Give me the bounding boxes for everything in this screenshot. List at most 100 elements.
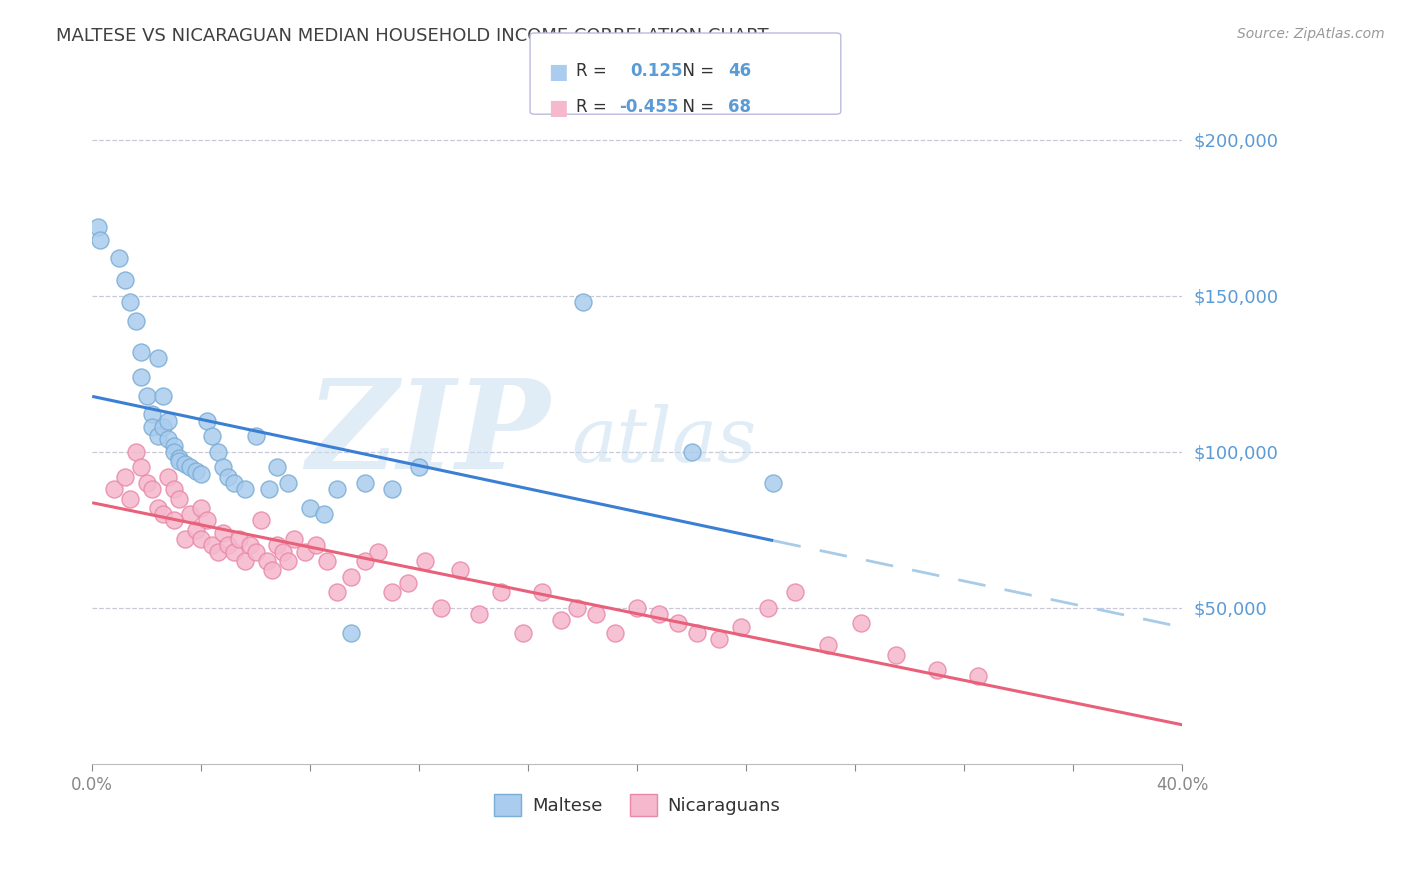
Point: [512, 625, 534, 640]
Point: [86, 220, 108, 235]
Point: [294, 544, 316, 558]
Point: [201, 429, 224, 443]
Point: [135, 476, 157, 491]
Point: [184, 523, 207, 537]
Point: [305, 538, 328, 552]
Point: [89, 233, 111, 247]
Point: [245, 429, 267, 443]
Point: [367, 544, 389, 558]
Point: [152, 507, 174, 521]
Text: -0.455: -0.455: [619, 98, 678, 116]
Point: [228, 532, 250, 546]
Point: [430, 600, 453, 615]
Point: [169, 491, 191, 506]
Point: [169, 451, 191, 466]
Point: [353, 554, 375, 568]
Point: [217, 538, 239, 552]
Point: [163, 513, 186, 527]
Text: 68: 68: [728, 98, 751, 116]
Point: [707, 632, 730, 646]
Point: [103, 483, 125, 497]
Text: ZIP: ZIP: [307, 374, 550, 495]
Point: [340, 625, 363, 640]
Point: [135, 389, 157, 403]
Text: 46: 46: [728, 62, 751, 80]
Point: [315, 554, 337, 568]
Point: [312, 507, 335, 521]
Point: [173, 532, 195, 546]
Point: [157, 414, 180, 428]
Point: [326, 483, 349, 497]
Point: [530, 585, 553, 599]
Point: [449, 563, 471, 577]
Point: [141, 408, 163, 422]
Legend: Maltese, Nicaraguans: Maltese, Nicaraguans: [486, 787, 787, 823]
Point: [173, 458, 195, 472]
Point: [681, 445, 703, 459]
Point: [163, 439, 186, 453]
Point: [141, 420, 163, 434]
Point: [163, 483, 186, 497]
Text: ■: ■: [548, 62, 568, 82]
Point: [259, 483, 281, 497]
Point: [125, 314, 148, 328]
Point: [266, 538, 288, 552]
Point: [245, 544, 267, 558]
Point: [283, 532, 305, 546]
Point: [408, 460, 430, 475]
Text: atlas: atlas: [572, 404, 758, 478]
Point: [141, 483, 163, 497]
Text: Source: ZipAtlas.com: Source: ZipAtlas.com: [1237, 27, 1385, 41]
Point: [146, 351, 169, 366]
Point: [212, 460, 235, 475]
Point: [120, 491, 142, 506]
Point: [217, 470, 239, 484]
Point: [277, 554, 299, 568]
Point: [125, 445, 148, 459]
Point: [108, 252, 131, 266]
Point: [277, 476, 299, 491]
Point: [256, 554, 278, 568]
Point: [233, 483, 256, 497]
Point: [967, 669, 990, 683]
Point: [169, 454, 191, 468]
Point: [468, 607, 491, 621]
Point: [222, 544, 245, 558]
Point: [152, 420, 174, 434]
Point: [222, 476, 245, 491]
Point: [353, 476, 375, 491]
Text: N =: N =: [672, 98, 720, 116]
Point: [233, 554, 256, 568]
Point: [605, 625, 627, 640]
Point: [817, 638, 839, 652]
Point: [785, 585, 807, 599]
Text: MALTESE VS NICARAGUAN MEDIAN HOUSEHOLD INCOME CORRELATION CHART: MALTESE VS NICARAGUAN MEDIAN HOUSEHOLD I…: [56, 27, 769, 45]
Point: [686, 625, 709, 640]
Point: [585, 607, 607, 621]
Point: [207, 544, 229, 558]
Point: [648, 607, 671, 621]
Text: 0.125: 0.125: [630, 62, 682, 80]
Point: [120, 295, 142, 310]
Point: [762, 476, 785, 491]
Point: [271, 544, 294, 558]
Point: [207, 445, 229, 459]
Text: R =: R =: [576, 98, 613, 116]
Point: [326, 585, 349, 599]
Point: [266, 460, 288, 475]
Point: [239, 538, 262, 552]
Point: [114, 273, 136, 287]
Point: [201, 538, 224, 552]
Point: [550, 613, 572, 627]
Point: [299, 500, 322, 515]
Text: ■: ■: [548, 98, 568, 118]
Point: [190, 467, 212, 481]
Point: [157, 433, 180, 447]
Point: [567, 600, 589, 615]
Point: [413, 554, 436, 568]
Point: [152, 389, 174, 403]
Text: N =: N =: [672, 62, 720, 80]
Point: [212, 525, 235, 540]
Point: [884, 648, 907, 662]
Point: [571, 295, 593, 310]
